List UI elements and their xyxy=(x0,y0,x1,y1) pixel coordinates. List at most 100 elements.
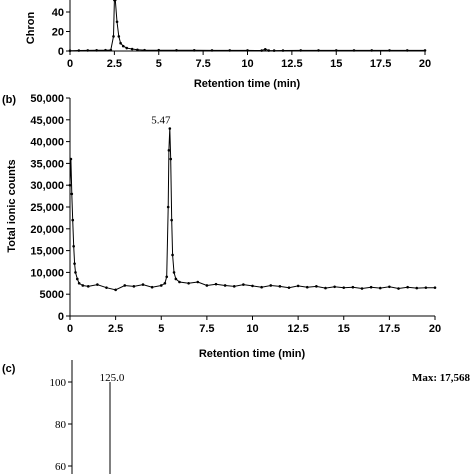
data-point xyxy=(95,49,98,52)
data-point xyxy=(175,49,178,52)
x-tick-label: 10 xyxy=(241,58,253,70)
data-point xyxy=(351,285,355,289)
data-point xyxy=(68,183,72,187)
data-point xyxy=(433,286,437,289)
data-point xyxy=(70,192,74,196)
data-point xyxy=(125,46,129,50)
data-point xyxy=(342,286,346,289)
series-line xyxy=(69,128,435,291)
y-tick-label: 20,000 xyxy=(30,224,64,236)
x-tick-label: 2.5 xyxy=(107,58,122,70)
data-point xyxy=(334,49,338,52)
data-point xyxy=(178,280,181,284)
data-point xyxy=(76,277,79,281)
data-point xyxy=(132,285,136,288)
y-tick-label: 50,000 xyxy=(30,93,64,105)
data-point xyxy=(105,286,108,289)
panel-c-max-label: Max: 17,568 xyxy=(412,372,471,384)
data-point xyxy=(315,285,318,288)
data-point xyxy=(171,253,174,257)
panel-c-label: (c) xyxy=(2,363,16,375)
data-point xyxy=(86,49,90,52)
data-point xyxy=(115,20,119,24)
y-tick-label: 25,000 xyxy=(30,202,64,214)
y-tick-label: 100 xyxy=(50,377,67,389)
data-point xyxy=(77,282,81,285)
y-tick-label: 0 xyxy=(58,311,64,323)
data-point xyxy=(141,283,145,286)
panel-b-peak-annotation: 5.47 xyxy=(151,115,171,127)
y-tick-label: 20 xyxy=(52,27,64,39)
x-tick-label: 7.5 xyxy=(199,323,214,335)
y-tick-label: 0 xyxy=(58,46,64,58)
data-point xyxy=(77,49,81,52)
data-point xyxy=(114,288,117,292)
panel-a-x-ticks: 0 2.5 5 7.5 10 12.5 15 17.5 20 xyxy=(67,51,431,70)
y-tick-label: 10,000 xyxy=(30,267,64,279)
data-point xyxy=(305,285,309,289)
data-point xyxy=(260,285,263,289)
data-point xyxy=(246,49,249,52)
data-point xyxy=(112,35,115,38)
panel-a-series xyxy=(68,0,427,53)
x-tick-label: 12.5 xyxy=(287,323,308,335)
y-tick-label: 45,000 xyxy=(30,115,64,127)
data-point xyxy=(228,49,232,52)
data-point xyxy=(267,49,271,52)
data-point xyxy=(71,218,75,222)
data-point xyxy=(163,282,167,285)
panel-b-y-ticks: 0 5000 10,000 15,000 20,000 25,000 30,000 35,00… xyxy=(30,93,70,323)
data-point xyxy=(81,284,85,287)
panel-a-ylabel: Chron xyxy=(25,12,37,45)
x-tick-label: 2.5 xyxy=(108,323,123,335)
panel-c-peak-label: 125.0 xyxy=(100,372,125,384)
x-tick-label: 10 xyxy=(246,323,258,335)
x-tick-label: 15 xyxy=(338,323,350,335)
data-point xyxy=(223,284,227,287)
x-tick-label: 12.5 xyxy=(281,58,302,70)
data-point xyxy=(278,285,282,288)
data-point xyxy=(205,284,209,287)
panel-c-y-ticks: 60 80 100 xyxy=(50,377,72,473)
data-point xyxy=(143,48,146,52)
x-tick-label: 20 xyxy=(419,58,431,70)
panel-a-xlabel: Retention time (min) xyxy=(194,78,301,90)
data-point xyxy=(370,49,374,52)
data-point xyxy=(104,48,107,52)
data-point xyxy=(299,49,303,52)
x-tick-label: 17.5 xyxy=(370,58,391,70)
panel-a-y-ticks: 0 20 40 xyxy=(52,7,70,58)
data-point xyxy=(136,48,139,52)
panel-b-label: (b) xyxy=(2,94,16,106)
data-point xyxy=(165,275,169,279)
x-tick-label: 0 xyxy=(67,58,73,70)
y-tick-label: 35,000 xyxy=(30,158,64,170)
data-point xyxy=(130,47,134,51)
data-point xyxy=(423,49,427,52)
panel-b-x-ticks: 0 2.5 5 7.5 10 12.5 15 17.5 20 xyxy=(67,316,441,335)
data-point xyxy=(406,285,409,289)
y-tick-label: 40,000 xyxy=(30,137,64,149)
y-tick-label: 15,000 xyxy=(30,246,64,258)
y-tick-label: 5000 xyxy=(40,289,64,301)
data-point xyxy=(317,49,320,52)
data-point xyxy=(369,285,373,289)
data-point xyxy=(242,283,245,286)
data-point xyxy=(121,44,125,48)
data-point xyxy=(109,48,113,52)
x-tick-label: 7.5 xyxy=(195,58,210,70)
data-point xyxy=(166,205,170,209)
series-line xyxy=(69,0,425,52)
x-tick-label: 20 xyxy=(429,323,441,335)
data-point xyxy=(269,284,273,287)
data-point xyxy=(415,286,419,290)
data-point xyxy=(424,286,428,289)
data-point xyxy=(172,271,176,274)
data-point xyxy=(159,284,163,287)
data-point xyxy=(86,285,90,288)
data-point xyxy=(287,286,291,289)
data-point xyxy=(117,35,121,38)
data-point xyxy=(333,285,336,289)
data-point xyxy=(72,244,75,248)
